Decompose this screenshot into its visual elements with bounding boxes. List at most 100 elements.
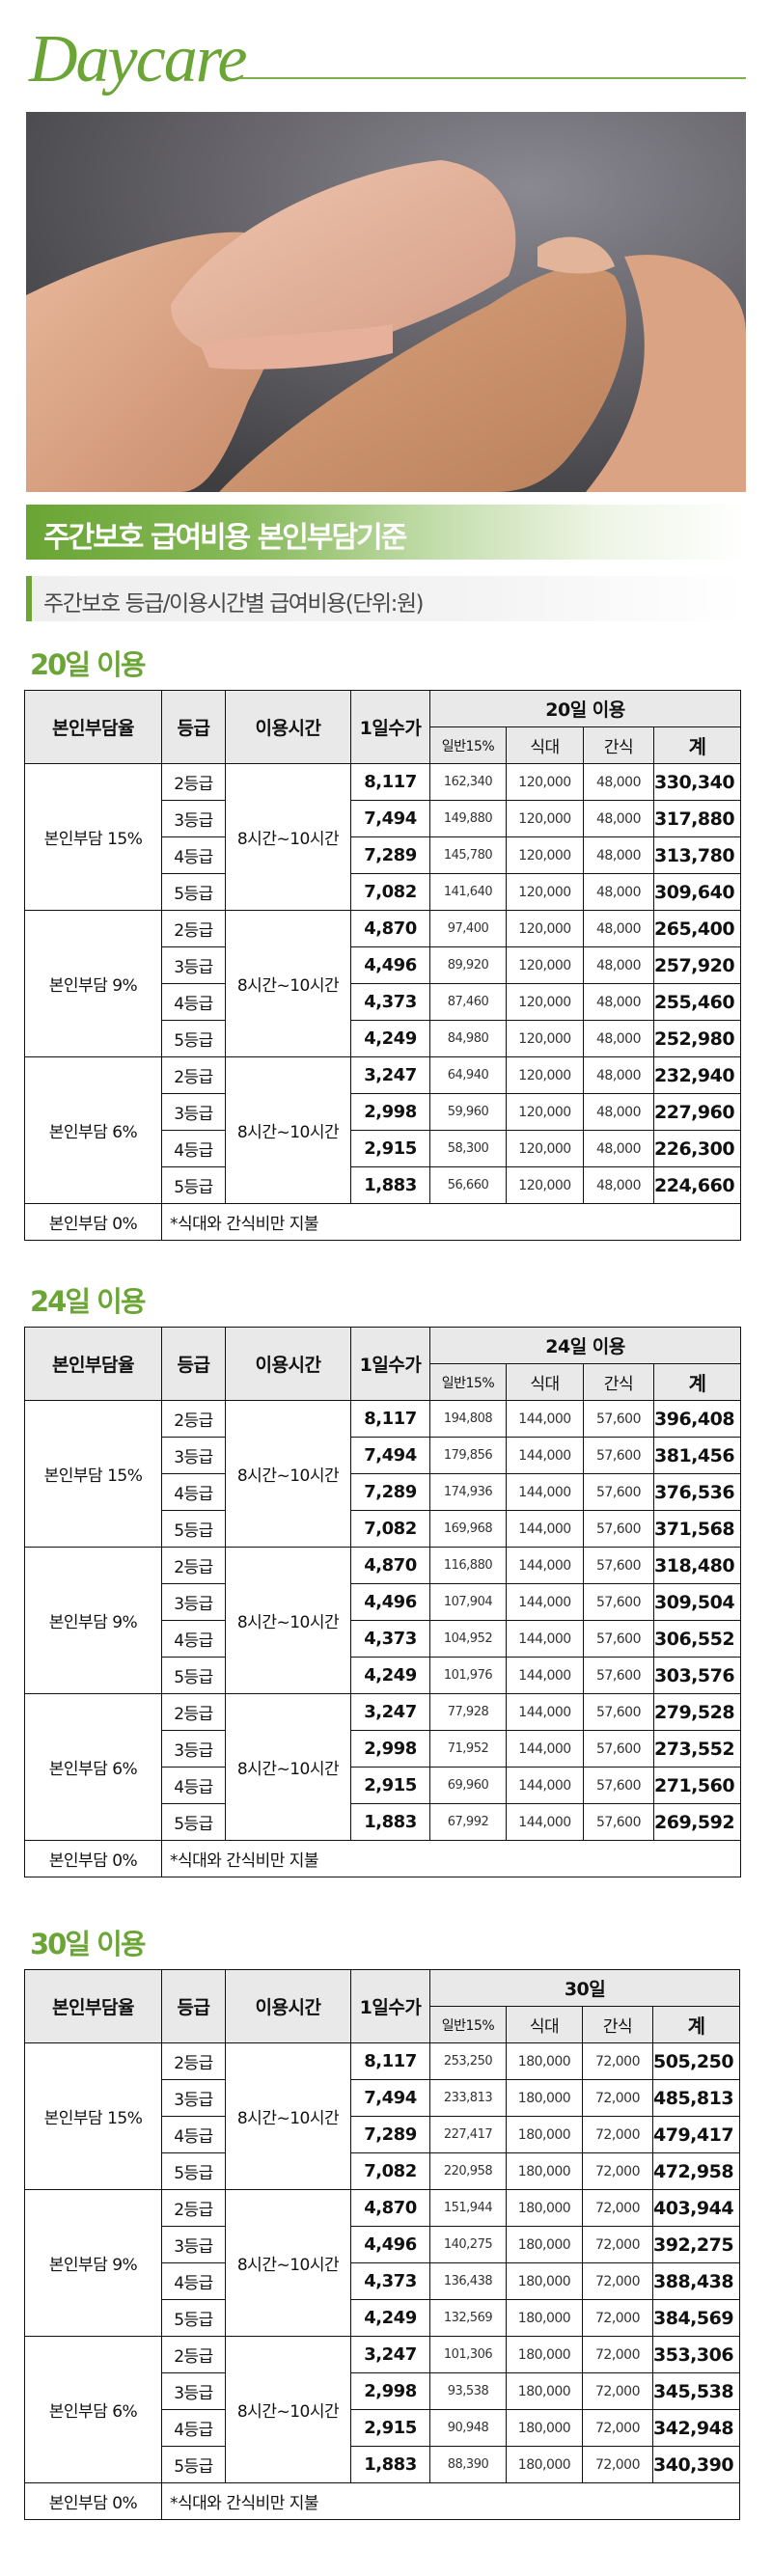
total-cell: 232,940 — [652, 1056, 742, 1094]
header-daily: 1일수가 — [350, 1327, 430, 1401]
daily-fee-cell: 4,249 — [350, 2299, 430, 2337]
general-cell: 101,976 — [429, 1657, 507, 1694]
grade-cell: 3등급 — [161, 2372, 226, 2410]
rate-cell: 본인부담 6% — [24, 1693, 162, 1841]
daily-fee-cell: 7,289 — [350, 2116, 430, 2153]
header-row: 본인부담율 등급 이용시간 1일수가 30일 — [24, 1969, 741, 2043]
meal-cell: 144,000 — [506, 1400, 584, 1438]
general-cell: 71,952 — [429, 1730, 507, 1768]
header-row: 본인부담율 등급 이용시간 1일수가 20일 이용 — [24, 690, 742, 764]
daily-fee-cell: 2,998 — [350, 2372, 430, 2410]
general-cell: 67,992 — [429, 1803, 507, 1841]
general-cell: 145,780 — [429, 836, 507, 874]
table-row: 3등급 7,494 233,813 180,000 72,000 485,813 — [25, 2079, 741, 2117]
grade-cell: 3등급 — [161, 1730, 226, 1768]
table-row: 5등급 4,249 132,569 180,000 72,000 384,569 — [25, 2299, 741, 2337]
snack-cell: 57,600 — [583, 1693, 654, 1731]
daily-fee-cell: 1,883 — [350, 2446, 430, 2483]
meal-cell: 180,000 — [506, 2336, 583, 2373]
grade-cell: 2등급 — [161, 910, 226, 947]
snack-cell: 57,600 — [583, 1473, 654, 1511]
meal-cell: 180,000 — [506, 2079, 583, 2117]
grade-cell: 5등급 — [161, 873, 226, 911]
meal-cell: 144,000 — [506, 1583, 584, 1621]
general-cell: 227,417 — [429, 2116, 507, 2153]
grade-cell: 2등급 — [161, 1547, 226, 1584]
daily-fee-cell: 2,998 — [350, 1093, 430, 1131]
header-total: 계 — [652, 726, 742, 764]
daily-fee-cell: 4,496 — [350, 2226, 430, 2263]
header-period: 24일 이용 — [428, 1327, 742, 1364]
page-title: Daycare — [29, 22, 247, 96]
grade-cell: 5등급 — [161, 2299, 226, 2337]
grade-cell: 5등급 — [161, 2446, 226, 2483]
header-grade: 등급 — [161, 1327, 226, 1401]
grade-cell: 5등급 — [161, 1166, 226, 1204]
rate-cell: 본인부담 6% — [24, 1056, 162, 1204]
subtitle-accent-bar — [26, 576, 32, 621]
general-cell: 101,306 — [429, 2336, 507, 2373]
header-general: 일반15% — [429, 1363, 507, 1401]
grade-cell: 5등급 — [161, 1803, 226, 1841]
header-rate: 본인부담율 — [24, 690, 162, 764]
total-cell: 309,504 — [652, 1583, 742, 1621]
snack-cell: 72,000 — [582, 2226, 653, 2263]
hours-cell: 8시간~10시간 — [225, 1056, 351, 1204]
daily-fee-cell: 7,082 — [350, 873, 430, 911]
daily-fee-cell: 2,915 — [350, 2409, 430, 2447]
rate-cell: 본인부담 15% — [24, 763, 162, 911]
rate-cell: 본인부담 0% — [24, 1840, 162, 1877]
meal-cell: 144,000 — [506, 1473, 584, 1511]
meal-cell: 120,000 — [506, 946, 584, 984]
grade-cell: 3등급 — [161, 2079, 226, 2117]
daily-fee-cell: 7,082 — [350, 1510, 430, 1548]
fee-table: 본인부담율 등급 이용시간 1일수가 20일 이용 일반15% 식대 간식 계 본인부담 15% 2… — [24, 690, 742, 1241]
snack-cell: 72,000 — [582, 2152, 653, 2190]
table-row: 4등급 2,915 58,300 120,000 48,000 226,300 — [25, 1130, 742, 1167]
header-hours: 이용시간 — [225, 1327, 351, 1401]
subtitle-bar: 주간보호 등급/이용시간별 급여비용(단위:원) — [26, 576, 746, 621]
general-cell: 151,944 — [429, 2189, 507, 2227]
general-cell: 194,808 — [429, 1400, 507, 1438]
table-row: 본인부담 9% 2등급 8시간~10시간 4,870 116,880 144,000 57,… — [24, 1547, 742, 1694]
snack-cell: 57,600 — [583, 1437, 654, 1474]
meal-cell: 144,000 — [506, 1730, 584, 1768]
hours-cell: 8시간~10시간 — [225, 763, 351, 911]
daily-fee-cell: 4,870 — [350, 2189, 430, 2227]
snack-cell: 48,000 — [583, 800, 654, 837]
total-cell: 505,250 — [651, 2042, 741, 2080]
rate-cell: 본인부담 15% — [24, 1400, 162, 1548]
header-general: 일반15% — [429, 2006, 507, 2043]
daily-fee-cell: 1,883 — [350, 1166, 430, 1204]
meal-cell: 180,000 — [506, 2446, 583, 2483]
meal-cell: 120,000 — [506, 873, 584, 911]
snack-cell: 48,000 — [583, 1020, 654, 1057]
meal-cell: 180,000 — [506, 2152, 583, 2190]
general-cell: 141,640 — [429, 873, 507, 911]
grade-cell: 4등급 — [161, 836, 226, 874]
general-cell: 220,958 — [429, 2152, 507, 2190]
total-cell: 303,576 — [652, 1657, 742, 1694]
grade-cell: 3등급 — [161, 800, 226, 837]
snack-cell: 57,600 — [583, 1767, 654, 1804]
grade-cell: 4등급 — [161, 1767, 226, 1804]
daily-fee-cell: 2,915 — [350, 1767, 430, 1804]
header-daily: 1일수가 — [350, 690, 430, 764]
meal-cell: 180,000 — [506, 2372, 583, 2410]
daily-fee-cell: 4,373 — [350, 2262, 430, 2300]
hours-cell: 8시간~10시간 — [225, 2042, 351, 2190]
daily-fee-cell: 2,915 — [350, 1130, 430, 1167]
general-cell: 169,968 — [429, 1510, 507, 1548]
snack-cell: 57,600 — [583, 1583, 654, 1621]
header-rate: 본인부담율 — [24, 1327, 162, 1401]
table-row: 3등급 2,998 93,538 180,000 72,000 345,538 — [25, 2372, 741, 2410]
header-snack: 간식 — [583, 726, 654, 764]
meal-cell: 180,000 — [506, 2299, 583, 2337]
total-cell: 265,400 — [652, 910, 742, 947]
general-cell: 174,936 — [429, 1473, 507, 1511]
snack-cell: 72,000 — [582, 2189, 653, 2227]
table-row: 4등급 2,915 69,960 144,000 57,600 271,560 — [25, 1767, 742, 1804]
meal-cell: 120,000 — [506, 836, 584, 874]
table-row: 3등급 2,998 71,952 144,000 57,600 273,552 — [25, 1730, 742, 1768]
grade-cell: 3등급 — [161, 2226, 226, 2263]
